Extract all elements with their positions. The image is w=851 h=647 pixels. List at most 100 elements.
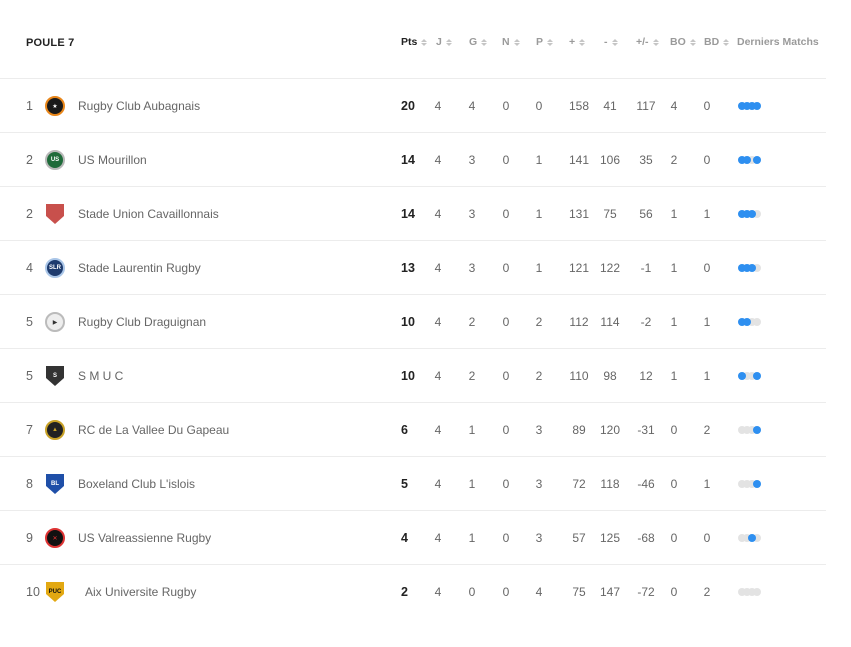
col-minus-label: - [604,36,608,48]
stat-minus: 120 [599,423,621,437]
col-pts-header[interactable]: Pts [401,36,428,48]
stat-n: 0 [502,531,510,545]
form-dot-empty [748,426,756,434]
stat-g: 1 [468,531,476,545]
smuc-logo: S [44,349,66,403]
stat-p: 2 [535,369,543,383]
form-dot-empty [738,588,746,596]
form-dot-empty [753,264,761,272]
col-p-label: P [536,36,544,48]
form-dot-empty [738,480,746,488]
team-name[interactable]: US Valreassienne Rugby [78,531,212,545]
stat-diff: -72 [637,585,655,599]
form-dot-win [743,264,751,272]
mourillon-shield-logo: US [44,133,66,187]
form-dot-empty [738,426,746,434]
stat-p: 3 [535,477,543,491]
team-rank: 2 [26,207,33,221]
stat-n: 0 [502,423,510,437]
form-dot-win [753,480,761,488]
stat-diff: 35 [639,153,653,167]
col-n-header[interactable]: N [502,36,520,48]
table-row[interactable]: 5 ▶ Rugby Club Draguignan 10 4 2 0 2 112 114 -2 1 1 [0,294,826,348]
team-name[interactable]: Rugby Club Aubagnais [78,99,201,113]
table-row[interactable]: 1 ★ Rugby Club Aubagnais 20 4 4 0 0 158 41 117 4 0 [0,78,826,132]
team-points: 2 [401,585,408,599]
form-dot-win [738,264,746,272]
col-plus-header[interactable]: + [569,36,586,48]
form-dot-win [738,102,746,110]
form-dot-win [753,102,761,110]
last-matches-form [738,79,764,133]
stat-g: 4 [468,99,476,113]
stat-minus: 75 [603,207,617,221]
stat-g: 3 [468,153,476,167]
stat-p: 0 [535,99,543,113]
stat-minus: 122 [599,261,621,275]
stat-j: 4 [434,315,442,329]
stat-bd: 1 [703,207,711,221]
col-p-header[interactable]: P [536,36,554,48]
table-row[interactable]: 7 ▲ RC de La Vallee Du Gapeau 6 4 1 0 3 89 120 -31… [0,402,826,456]
sort-icon [723,38,730,46]
stat-g: 1 [468,477,476,491]
form-dot-empty [748,156,756,164]
table-row[interactable]: 2 US US Mourillon 14 4 3 0 1 141 106 35 2 0 [0,132,826,186]
stat-diff: -46 [637,477,655,491]
table-row[interactable]: 4 SLR Stade Laurentin Rugby 13 4 3 0 1 121 122 -1 1… [0,240,826,294]
stat-diff: 56 [639,207,653,221]
stat-n: 0 [502,369,510,383]
team-name[interactable]: Stade Laurentin Rugby [78,261,201,275]
col-n-label: N [502,36,510,48]
boxeland-shield-logo: BL [44,457,66,511]
team-name[interactable]: RC de La Vallee Du Gapeau [78,423,230,437]
stat-n: 0 [502,315,510,329]
stat-n: 0 [502,261,510,275]
sort-icon [421,38,428,46]
team-rank: 4 [26,261,33,275]
team-name[interactable]: Stade Union Cavaillonnais [78,207,219,221]
team-rank: 2 [26,153,33,167]
stat-g: 2 [468,315,476,329]
stat-minus: 106 [599,153,621,167]
form-dot-empty [753,534,761,542]
table-row[interactable]: 10 PUC Aix Universite Rugby 2 4 0 0 4 75 147 -72 0 2 [0,564,826,618]
stat-bd: 1 [703,477,711,491]
team-points: 20 [401,99,415,113]
stat-minus: 125 [599,531,621,545]
team-rank: 10 [26,585,40,599]
col-diff-header[interactable]: +/- [636,36,659,48]
table-row[interactable]: 2 Stade Union Cavaillonnais 14 4 3 0 1 131 75 56 1… [0,186,826,240]
col-minus-header[interactable]: - [604,36,618,48]
stat-plus: 75 [572,585,586,599]
col-bo-header[interactable]: BO [670,36,696,48]
col-bo-label: BO [670,36,686,48]
table-row[interactable]: 8 BL Boxeland Club L'islois 5 4 1 0 3 72 118 -46 0 1 [0,456,826,510]
col-g-header[interactable]: G [469,36,488,48]
last-matches-form [738,457,764,511]
stat-minus: 41 [603,99,617,113]
stat-p: 3 [535,423,543,437]
gapeau-logo: ▲ [44,403,66,457]
form-dot-empty [753,588,761,596]
team-name[interactable]: Aix Universite Rugby [85,585,197,599]
form-dot-win [753,372,761,380]
team-name[interactable]: Boxeland Club L'islois [78,477,196,491]
col-j-header[interactable]: J [436,36,452,48]
team-points: 5 [401,477,408,491]
form-dot-win [748,264,756,272]
team-name[interactable]: US Mourillon [78,153,147,167]
team-rank: 7 [26,423,33,437]
stat-diff: 12 [639,369,653,383]
form-dot-win [743,156,751,164]
col-bd-header[interactable]: BD [704,36,730,48]
team-name[interactable]: S M U C [78,369,124,383]
sort-icon [445,38,452,46]
sort-icon [652,38,659,46]
stat-j: 4 [434,369,442,383]
stat-bo: 1 [670,207,678,221]
table-row[interactable]: 9 ✕ US Valreassienne Rugby 4 4 1 0 3 57 125 -68 0 0 [0,510,826,564]
team-name[interactable]: Rugby Club Draguignan [78,315,207,329]
form-dot-win [753,156,761,164]
